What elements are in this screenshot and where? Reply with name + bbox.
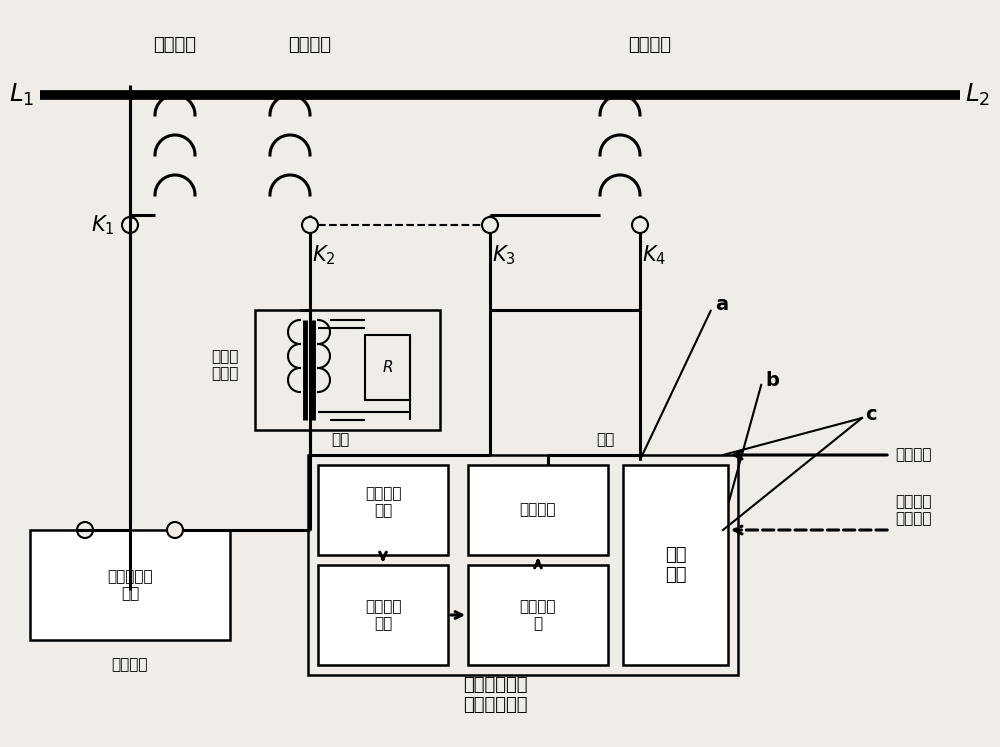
Bar bbox=[318, 565, 448, 665]
Bar bbox=[468, 465, 608, 555]
Bar bbox=[318, 465, 448, 555]
Text: R: R bbox=[382, 360, 393, 375]
Bar bbox=[308, 455, 738, 675]
Bar bbox=[30, 530, 230, 640]
Text: 标准信
号变换: 标准信 号变换 bbox=[211, 349, 239, 381]
Circle shape bbox=[632, 217, 648, 233]
Text: 正常负荷: 正常负荷 bbox=[112, 657, 148, 672]
Text: 输入: 输入 bbox=[331, 433, 349, 447]
Text: $\mathit{L}_2$: $\mathit{L}_2$ bbox=[965, 82, 991, 108]
Text: 供电
电路: 供电 电路 bbox=[665, 545, 686, 584]
Text: 负反馈控
制器: 负反馈控 制器 bbox=[365, 599, 401, 631]
Text: a: a bbox=[715, 296, 728, 314]
Text: $\mathit{K}_3$: $\mathit{K}_3$ bbox=[492, 243, 516, 267]
Circle shape bbox=[482, 217, 498, 233]
Text: 保护电路: 保护电路 bbox=[520, 503, 556, 518]
Text: 供后续二次
负荷: 供后续二次 负荷 bbox=[107, 568, 153, 601]
Text: c: c bbox=[865, 406, 877, 424]
Text: 输出: 输出 bbox=[596, 433, 614, 447]
Text: 一次绕组: 一次绕组 bbox=[154, 36, 196, 54]
Text: $\mathit{K}_4$: $\mathit{K}_4$ bbox=[642, 243, 666, 267]
Text: $\mathit{K}_1$: $\mathit{K}_1$ bbox=[91, 213, 115, 237]
Text: $\mathit{K}_2$: $\mathit{K}_2$ bbox=[312, 243, 336, 267]
Text: 二次线圈
取能供电: 二次线圈 取能供电 bbox=[895, 494, 932, 526]
Text: 二次绕组: 二次绕组 bbox=[288, 36, 332, 54]
Text: $\mathit{L}_1$: $\mathit{L}_1$ bbox=[9, 82, 35, 108]
Text: 补偿绕组: 补偿绕组 bbox=[629, 36, 672, 54]
Bar bbox=[255, 310, 440, 430]
Circle shape bbox=[122, 217, 138, 233]
Text: 压控电流
源: 压控电流 源 bbox=[520, 599, 556, 631]
Circle shape bbox=[77, 522, 93, 538]
Circle shape bbox=[302, 217, 318, 233]
Circle shape bbox=[167, 522, 183, 538]
Text: 直流偏磁自动
在线补偿装置: 直流偏磁自动 在线补偿装置 bbox=[463, 675, 527, 714]
Text: b: b bbox=[765, 371, 779, 389]
Bar bbox=[365, 335, 410, 400]
Text: 二次谐波
测量: 二次谐波 测量 bbox=[365, 486, 401, 518]
Bar bbox=[623, 465, 728, 665]
Bar bbox=[468, 565, 608, 665]
Text: 电源供电: 电源供电 bbox=[895, 447, 932, 462]
